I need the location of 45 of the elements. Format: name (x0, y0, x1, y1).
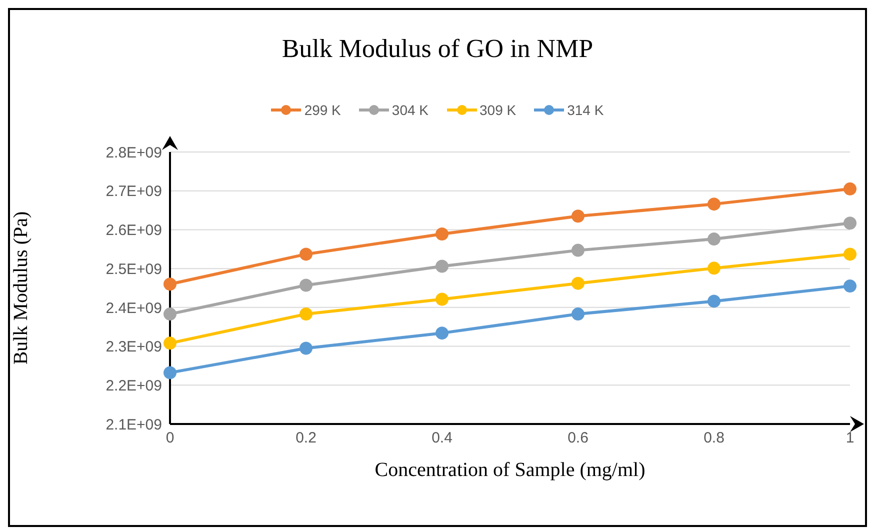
point (844, 182, 856, 196)
point (708, 294, 720, 308)
y-tick-label: 2.1E+09 (106, 416, 162, 434)
x-tick-label: 0 (166, 430, 174, 447)
point (572, 210, 584, 223)
x-tick-label: 1 (846, 430, 854, 447)
y-tick-label: 2.2E+09 (106, 377, 162, 394)
point (300, 278, 312, 292)
x-tick-label: 0.4 (432, 430, 452, 447)
point (436, 227, 448, 240)
y-tick-label: 2.8E+09 (106, 144, 162, 162)
point (436, 326, 448, 340)
point (300, 248, 312, 261)
point (844, 216, 856, 230)
point (164, 366, 176, 380)
y-tick-label: 2.4E+09 (106, 300, 162, 317)
point (708, 232, 720, 246)
legend-label: 304 K (390, 102, 428, 118)
legend-label: 314 K (566, 102, 604, 118)
point (708, 262, 720, 275)
point (572, 308, 584, 321)
legend-label: 299 K (303, 102, 341, 118)
point (572, 244, 584, 257)
point (300, 342, 312, 355)
y-tick-label: 2.6E+09 (106, 222, 162, 240)
chart-title: Bulk Modulus of GO in NMP (280, 34, 594, 64)
point (300, 308, 312, 321)
point (436, 292, 448, 306)
y-tick-label: 2.5E+09 (106, 260, 162, 278)
y-tick-label: 2.7E+09 (106, 183, 162, 200)
x-tick-label: 0.8 (704, 430, 724, 447)
point (164, 278, 176, 291)
point (844, 248, 856, 261)
y-tick-label: 2.3E+09 (106, 338, 162, 356)
point (844, 280, 856, 293)
x-tick-label: 0.2 (296, 430, 316, 447)
point (572, 276, 584, 290)
legend-label: 309 K (478, 102, 516, 118)
point (164, 336, 176, 350)
point (708, 198, 720, 211)
x-axis-title: Concentration of Sample (mg/ml) (374, 459, 646, 481)
point (436, 260, 448, 273)
y-axis-title: Bulk Modulus (Pa) (10, 211, 32, 365)
point (164, 308, 176, 321)
x-tick-label: 0.6 (568, 430, 588, 447)
